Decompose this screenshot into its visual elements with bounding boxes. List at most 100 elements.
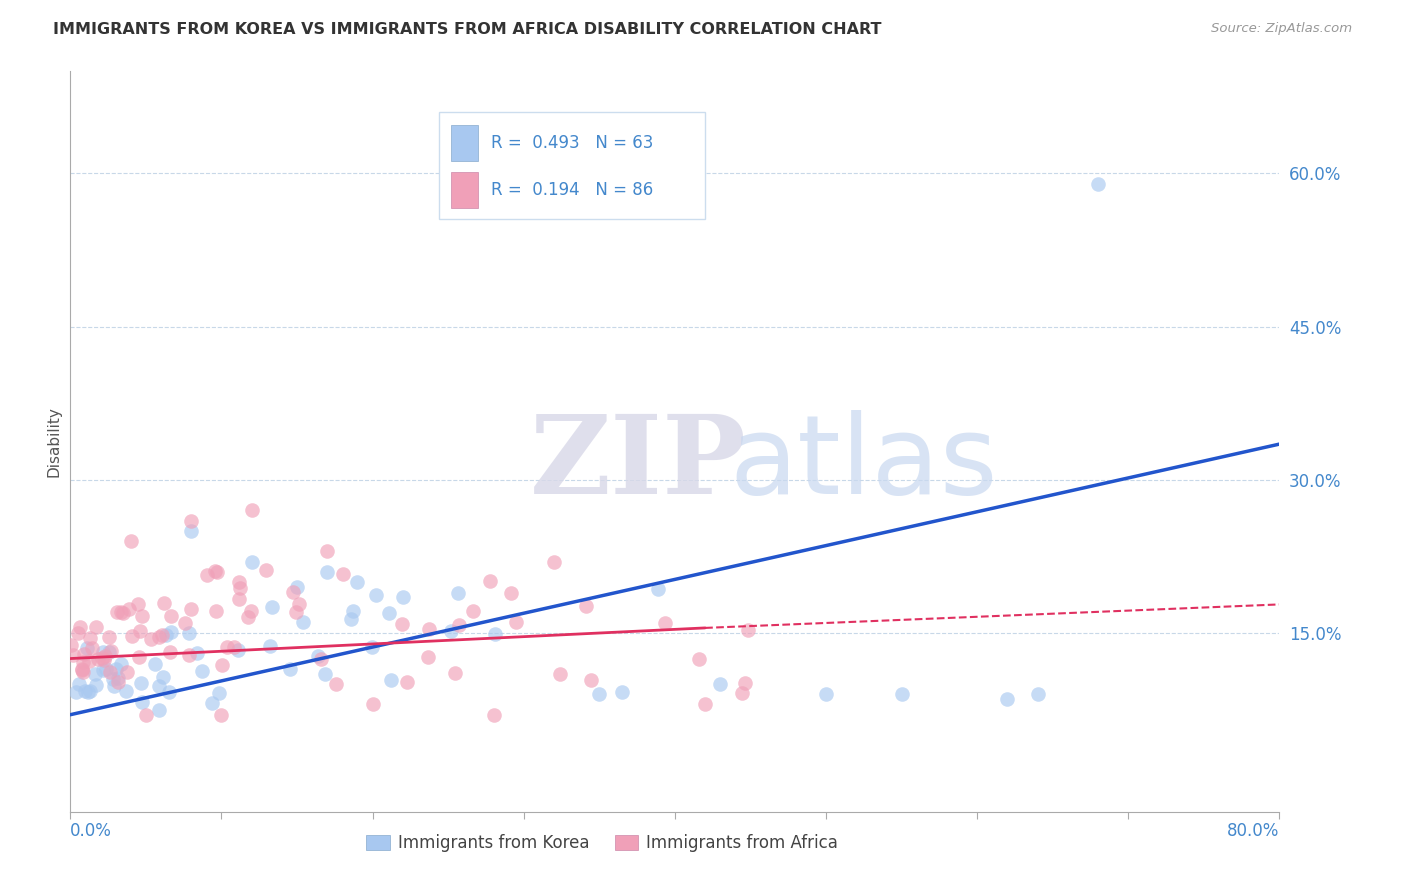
Point <box>76 641 98 656</box>
Point <box>65 684 87 698</box>
Point <box>342 604 364 618</box>
Point <box>418 623 440 637</box>
Point <box>98 630 121 644</box>
Point <box>281 584 304 599</box>
Point <box>309 651 332 665</box>
Point <box>160 625 183 640</box>
Point <box>152 670 174 684</box>
Point <box>128 649 150 664</box>
Point <box>148 679 170 693</box>
Point <box>120 534 142 549</box>
Point <box>104 662 127 676</box>
Point <box>118 601 141 615</box>
Point <box>440 624 463 638</box>
Point <box>647 582 669 597</box>
Point <box>72 655 94 669</box>
Point <box>588 687 610 701</box>
Point <box>254 563 277 577</box>
Y-axis label: Disability: Disability <box>46 406 62 477</box>
Point <box>307 648 329 663</box>
Point <box>67 677 90 691</box>
Point <box>288 597 311 611</box>
Point <box>131 695 153 709</box>
Point <box>229 581 252 595</box>
Point <box>157 685 180 699</box>
Point <box>575 599 598 614</box>
Point <box>94 648 117 663</box>
Point <box>499 586 522 600</box>
Point <box>240 555 263 569</box>
Point <box>121 629 143 643</box>
Point <box>211 657 233 672</box>
Point <box>155 628 177 642</box>
Text: 80.0%: 80.0% <box>1227 822 1279 840</box>
Point <box>391 616 413 631</box>
Bar <box>451 172 478 208</box>
Point <box>391 591 415 605</box>
Point <box>94 662 117 676</box>
Point <box>325 677 347 691</box>
Point <box>177 648 200 662</box>
Point <box>105 605 128 619</box>
Point <box>737 623 759 637</box>
Point <box>418 650 440 665</box>
Point <box>224 640 246 654</box>
Text: 0.0%: 0.0% <box>70 822 112 840</box>
Point <box>91 645 114 659</box>
Point <box>259 639 281 653</box>
Point <box>160 608 183 623</box>
Point <box>278 662 301 676</box>
Point <box>612 685 634 699</box>
Point <box>91 663 114 677</box>
Point <box>377 606 399 620</box>
Point <box>284 605 307 619</box>
Point <box>79 683 101 698</box>
Text: ZIP: ZIP <box>530 410 747 517</box>
Point <box>143 657 166 671</box>
Point <box>228 643 250 657</box>
Point <box>461 604 484 618</box>
Point <box>180 514 202 528</box>
Point <box>240 503 263 517</box>
Point <box>129 676 152 690</box>
Text: atlas: atlas <box>730 410 998 517</box>
Point <box>110 657 132 671</box>
Point <box>110 605 132 619</box>
Point <box>361 698 384 712</box>
Point <box>186 646 208 660</box>
Point <box>201 696 224 710</box>
Point <box>173 615 195 630</box>
Point <box>84 619 107 633</box>
Point <box>734 675 756 690</box>
Point <box>77 685 100 699</box>
Point <box>70 663 93 677</box>
Point <box>87 652 110 666</box>
Point <box>83 666 105 681</box>
Point <box>446 586 468 600</box>
Point <box>204 564 226 578</box>
Point <box>195 568 218 582</box>
Point <box>654 615 676 630</box>
Point <box>93 653 115 667</box>
Point <box>79 631 101 645</box>
Point <box>316 544 339 558</box>
Point <box>148 630 170 644</box>
Point <box>73 647 96 661</box>
Bar <box>451 126 478 161</box>
Point <box>361 640 384 654</box>
Text: R =  0.194   N = 86: R = 0.194 N = 86 <box>491 181 654 199</box>
Point <box>332 566 354 581</box>
Point <box>62 648 84 662</box>
Point <box>443 666 465 681</box>
Point <box>107 671 129 685</box>
Text: R =  0.493   N = 63: R = 0.493 N = 63 <box>491 134 654 153</box>
Point <box>72 665 94 680</box>
Point <box>208 685 231 699</box>
Point <box>135 707 157 722</box>
Point <box>211 707 233 722</box>
Point <box>693 698 716 712</box>
Point <box>179 626 201 640</box>
Point <box>1087 177 1109 191</box>
Point <box>581 673 603 688</box>
Point <box>346 574 368 589</box>
